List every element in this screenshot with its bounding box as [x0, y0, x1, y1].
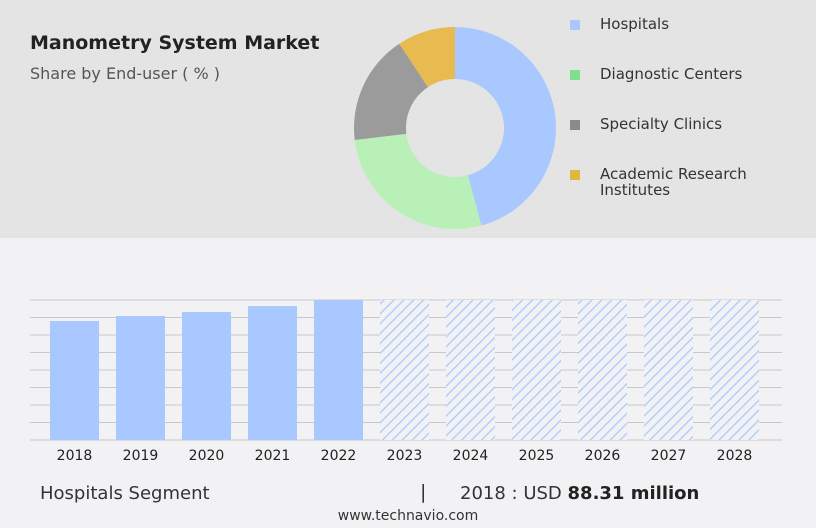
bar-2026: [578, 300, 627, 440]
bar-2025: [512, 300, 561, 440]
bar-2028: [710, 300, 759, 440]
x-tick-label: 2024: [453, 448, 489, 464]
bar-2021: [248, 306, 297, 440]
legend-swatch: [570, 170, 580, 180]
legend-swatch: [570, 70, 580, 80]
bar-chart: 2018 2019 2020 2021 2022 2023 2024 2025 2026 2027…: [30, 299, 782, 464]
x-tick-label: 2022: [321, 448, 357, 464]
x-tick-label: 2026: [585, 448, 621, 464]
x-tick-label: 2019: [123, 448, 159, 464]
donut-slice-3: [399, 27, 455, 88]
donut-chart: [354, 27, 556, 229]
x-tick-label: 2018: [57, 448, 93, 464]
donut-slice-1: [354, 133, 482, 229]
x-tick-label: 2023: [387, 448, 423, 464]
x-tick-label: 2027: [651, 448, 687, 464]
donut-slice-0: [455, 27, 556, 226]
bar-2027: [644, 300, 693, 440]
x-tick-label: 2028: [717, 448, 753, 464]
segment-label: Hospitals Segment: [40, 483, 210, 504]
x-tick-label: 2021: [255, 448, 291, 464]
x-tick-label: 2020: [189, 448, 225, 464]
site-url: www.technavio.com: [337, 508, 479, 524]
bar-2020: [182, 311, 231, 440]
bar-2024: [446, 300, 495, 440]
segment-value: 2018 : USD 88.31 million: [460, 483, 700, 504]
x-tick-label: 2025: [519, 448, 555, 464]
legend-swatch: [570, 120, 580, 130]
bar-2019: [116, 316, 165, 440]
footer-separator: |: [420, 481, 427, 503]
bar-2023: [380, 300, 429, 440]
bar-2018: [50, 321, 99, 440]
donut-slice-2: [354, 43, 428, 141]
legend-swatch: [570, 20, 580, 30]
bar-2022: [314, 300, 363, 440]
chart-title: Manometry System Market: [30, 32, 320, 54]
chart-subtitle: Share by End-user ( % ): [30, 64, 220, 83]
